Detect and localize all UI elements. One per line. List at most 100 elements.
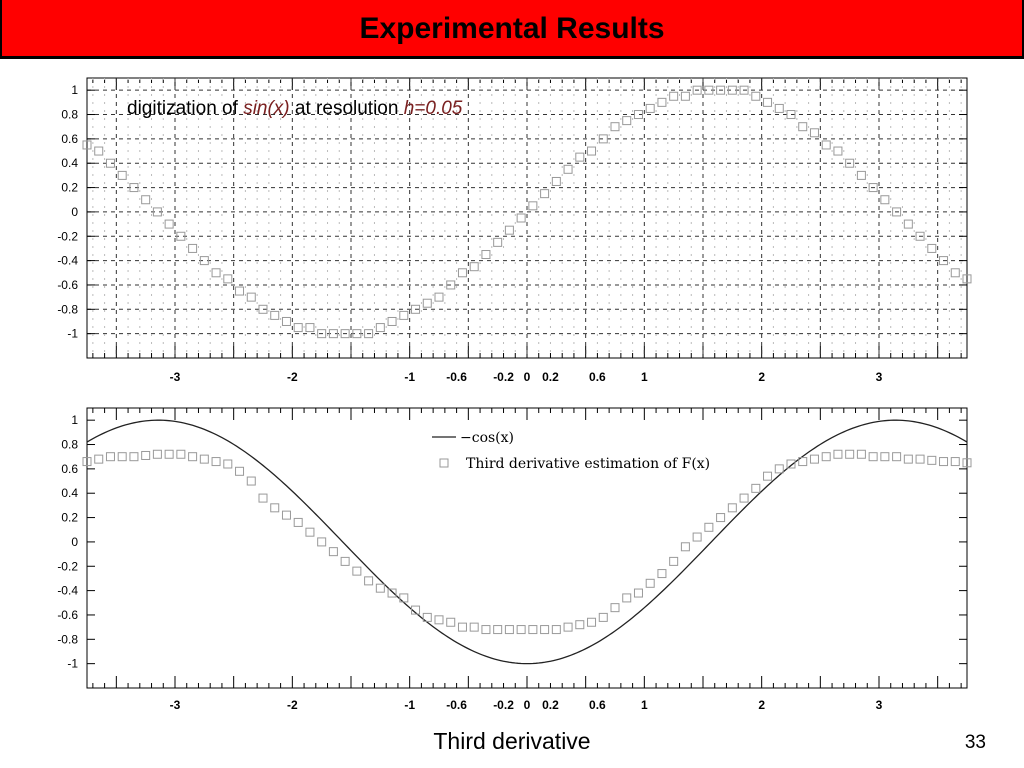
data-point [94,454,104,464]
y-tick-label: 0 [71,205,78,219]
data-point [892,452,902,462]
data-point [939,256,949,266]
data-point [504,625,514,635]
data-point [880,195,890,205]
data-point [563,164,573,174]
annotation-function: sin(x) [243,98,289,119]
x-tick-label: -3 [170,370,181,384]
data-point [833,146,843,156]
data-point [868,183,878,193]
data-point [258,304,268,314]
x-tick-label: 1 [641,698,648,712]
legend: −cos(x) Third derivative estimation of F(… [432,430,710,472]
data-point [176,449,186,459]
data-point [446,617,456,627]
y-tick-label: 0.2 [61,511,78,525]
data-point [223,274,233,284]
data-point [352,329,362,339]
data-point [188,452,198,462]
data-point [352,566,362,576]
x-tick-label: 0.2 [542,698,559,712]
data-point [317,329,327,339]
data-point [399,593,409,603]
data-point [563,622,573,632]
data-point [927,455,937,465]
data-point [270,503,280,513]
chart-annotation: digitization of sin(x) at resolution h=0… [127,98,463,119]
data-point [798,122,808,132]
data-point [528,625,538,635]
y-tick-label: -1 [67,657,78,671]
x-tick-label: -2 [287,698,298,712]
legend-label-neg-cos: −cos(x) [460,430,514,446]
data-point [199,256,209,266]
data-point [434,292,444,302]
data-point [727,503,737,513]
series-line-neg-cos [86,419,968,665]
data-point [774,464,784,474]
x-tick-label: 0.2 [542,370,559,384]
data-point [328,547,338,557]
data-point [739,493,749,503]
data-point [152,449,162,459]
annotation-prefix: digitization of [127,98,243,119]
data-point [469,622,479,632]
data-point [739,85,749,95]
data-point [540,189,550,199]
data-point [786,459,796,469]
legend-marker-swatch [439,458,449,468]
slide-title: Experimental Results [359,12,665,45]
data-point [281,316,291,326]
data-point [587,617,597,627]
data-point [188,243,198,253]
slide-caption: Third derivative [433,728,591,754]
y-tick-label: -0.4 [57,584,78,598]
data-point [587,146,597,156]
y-tick-label: -0.2 [57,559,78,573]
data-point [340,329,350,339]
data-point [211,268,221,278]
data-point [469,262,479,272]
data-point [528,201,538,211]
data-point [82,140,92,150]
x-tick-label: -1 [404,698,415,712]
data-point [845,158,855,168]
data-point [364,329,374,339]
data-point [704,522,714,532]
data-point [575,152,585,162]
y-tick-label: 0.4 [61,156,78,170]
data-point [411,605,421,615]
data-point [246,476,256,486]
data-point [164,449,174,459]
x-tick-label: -2 [287,370,298,384]
data-point [915,454,925,464]
y-tick-label: 1 [71,83,78,97]
data-point [223,459,233,469]
legend-label-third-derivative: Third derivative estimation of F(x) [466,456,710,472]
data-point [856,449,866,459]
data-point [129,183,139,193]
x-tick-label: 1 [641,370,648,384]
data-point [903,219,913,229]
y-tick-label: 1 [71,413,78,427]
data-point [481,250,491,260]
data-point [540,625,550,635]
x-tick-label: 0.6 [589,698,606,712]
data-point [939,457,949,467]
y-tick-label: -0.6 [57,608,78,622]
y-tick-label: 0 [71,535,78,549]
y-tick-label: -0.2 [57,229,78,243]
y-tick-label: 0.6 [61,462,78,476]
y-tick-label: 0.2 [61,181,78,195]
data-point [516,625,526,635]
data-point [446,280,456,290]
data-point [751,91,761,101]
data-point [305,527,315,537]
data-point [868,452,878,462]
slide-number: 33 [964,732,986,753]
data-point [751,483,761,493]
x-tick-label: -0.6 [446,698,467,712]
x-tick-label: 0 [524,370,531,384]
data-point [340,556,350,566]
